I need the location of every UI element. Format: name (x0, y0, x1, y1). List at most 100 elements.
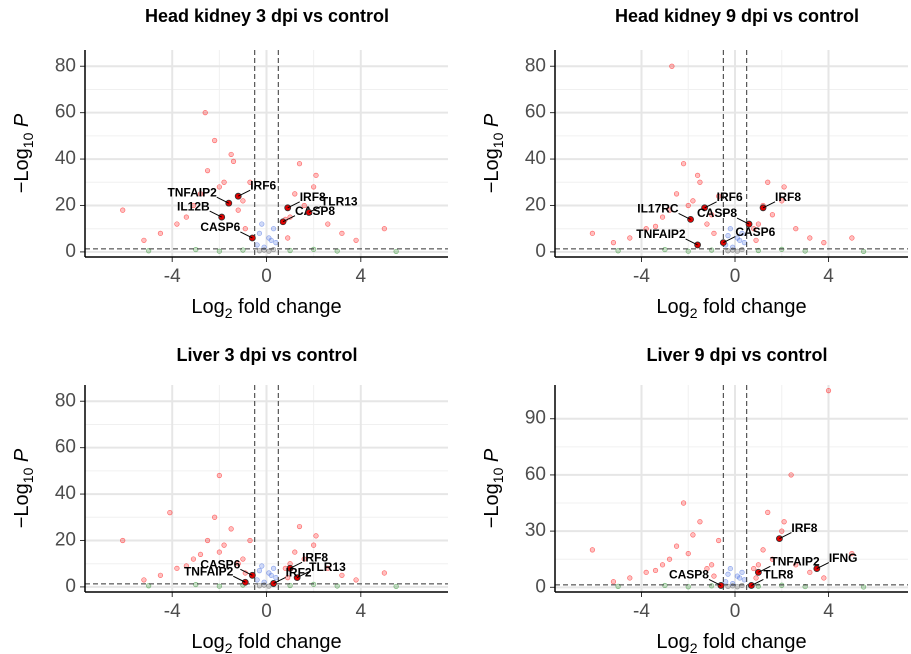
point (643, 569, 649, 575)
point (197, 191, 204, 197)
annotation-label: IRF6 (717, 190, 743, 204)
point (120, 207, 126, 213)
point (216, 184, 222, 190)
connector (678, 212, 691, 220)
panel: Liver 9 dpi vs control -4 0 4 0 30 60 90 IRF8 IFN… (481, 345, 908, 654)
point (381, 570, 387, 576)
point (779, 198, 785, 204)
point (589, 547, 596, 553)
point (292, 191, 298, 197)
point (685, 584, 691, 590)
x-tick-label: 4 (823, 266, 834, 287)
point (270, 226, 277, 232)
point (273, 240, 279, 246)
y-tick-label: 20 (55, 529, 76, 550)
point (685, 202, 691, 209)
point (339, 230, 345, 236)
x-tick-label: 4 (355, 266, 366, 287)
point (256, 568, 263, 574)
point (725, 571, 731, 577)
point (779, 528, 785, 534)
point (325, 565, 331, 571)
point (270, 565, 277, 571)
annotation-label: TNFAIP2 (636, 227, 686, 241)
point (193, 581, 199, 588)
point (666, 556, 673, 562)
x-axis-label-part: fold change (698, 296, 807, 318)
point (157, 572, 164, 578)
point (755, 562, 761, 568)
y-axis-label: −Log10 P (11, 113, 36, 193)
point (242, 226, 248, 232)
point (723, 579, 729, 585)
y-tick-label: 0 (535, 241, 546, 262)
point (393, 583, 399, 590)
point (680, 500, 687, 506)
point (212, 514, 218, 520)
y-tick-label: 60 (55, 102, 76, 123)
point (666, 207, 673, 213)
point (793, 562, 799, 568)
point (802, 583, 808, 590)
point (313, 533, 319, 539)
point (266, 583, 272, 589)
connector (704, 201, 717, 209)
point (685, 248, 691, 254)
connector (233, 575, 246, 583)
point (254, 577, 260, 583)
y-axis-label-part: P (11, 448, 33, 468)
y-tick-label: 90 (525, 408, 546, 429)
connector (816, 562, 830, 570)
connector (296, 571, 310, 579)
point (221, 542, 227, 548)
annotation-label: TLR13 (309, 560, 346, 574)
x-axis-label: Log2 fold change (656, 296, 806, 321)
x-tick-label: -4 (164, 601, 181, 622)
point (709, 562, 715, 568)
annotation-label: TNFAIP2 (184, 564, 234, 578)
y-tick-label: 40 (55, 148, 76, 169)
point (669, 63, 675, 69)
point (821, 575, 827, 581)
y-axis-label-part: −Log (481, 148, 503, 193)
annotation-label: CASP6 (200, 220, 240, 234)
point (711, 230, 717, 236)
point (821, 240, 827, 246)
point (704, 221, 710, 227)
point (849, 550, 855, 557)
y-axis-label-part: P (481, 448, 503, 468)
point (259, 221, 265, 227)
point (755, 221, 761, 227)
point (202, 110, 208, 116)
x-axis-label: Log2 fold change (656, 631, 806, 654)
point (240, 556, 246, 562)
point (273, 575, 279, 581)
x-tick-label: -4 (164, 266, 181, 287)
point (235, 207, 241, 213)
panel: Head kidney 9 dpi vs control-4 0 402040608… (481, 6, 908, 321)
point (190, 202, 197, 209)
point (709, 583, 715, 589)
point (325, 221, 331, 227)
point (727, 565, 733, 572)
point (216, 549, 222, 555)
point (716, 537, 722, 544)
point (807, 569, 813, 575)
point (311, 542, 317, 548)
point (695, 172, 701, 178)
y-tick-label: 20 (525, 194, 546, 215)
point (690, 198, 696, 204)
annotation-label: CASP8 (697, 206, 737, 220)
point (183, 563, 189, 569)
point (627, 575, 633, 581)
point (739, 582, 745, 589)
annotation-label: IRF8 (300, 190, 326, 204)
point (730, 583, 736, 589)
x-axis-label-part: fold change (698, 631, 807, 653)
x-tick-label: -4 (633, 266, 650, 287)
point (190, 556, 197, 562)
connector (289, 561, 303, 569)
point (709, 212, 715, 218)
point (120, 537, 126, 544)
point (751, 565, 757, 572)
